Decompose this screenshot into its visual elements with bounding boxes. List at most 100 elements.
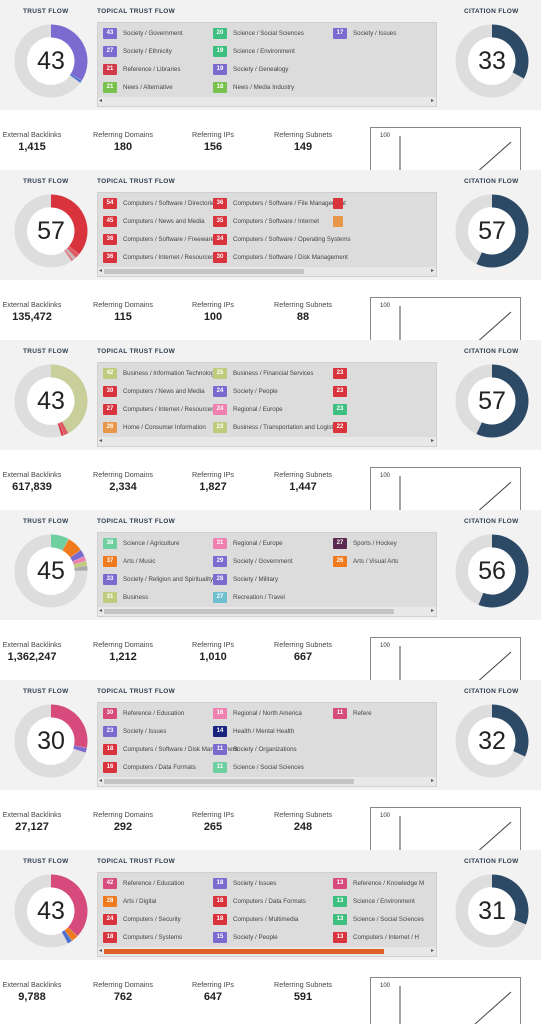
history-chart[interactable]: 100	[370, 297, 521, 347]
topic-item[interactable]: 18 Computers / Data Formats	[213, 896, 306, 907]
topic-item[interactable]: 37 Arts / Music	[103, 556, 155, 567]
topic-item[interactable]: 36 Computers / Internet / Resources	[103, 252, 214, 263]
topic-item[interactable]: 18 Computers / Systems	[103, 932, 182, 943]
history-chart[interactable]: 100	[370, 637, 521, 687]
topic-item[interactable]: 42 Reference / Education	[103, 878, 184, 889]
topic-item[interactable]: 24 Regional / Europe	[213, 404, 283, 415]
topic-item[interactable]: 43 Society / Government	[103, 28, 183, 39]
topic-item[interactable]: 13 Computers / Internet / H	[333, 932, 419, 943]
scroll-right-icon[interactable]: ▸	[430, 778, 434, 784]
topics-scrollbar[interactable]: ◂ ▸	[98, 267, 436, 276]
topical-trust-flow-list[interactable]: 54 Computers / Software / Directories 45 Co…	[97, 192, 437, 277]
topic-item[interactable]: 34 Computers / Software / Operating Syste…	[213, 234, 351, 245]
scrollbar-thumb[interactable]	[104, 609, 394, 614]
topic-item[interactable]: 18 Society / Issues	[213, 878, 276, 889]
topic-item[interactable]: 23 Society / Issues	[103, 726, 166, 737]
scroll-left-icon[interactable]: ◂	[99, 268, 103, 274]
topic-item[interactable]: 18 Computers / Multimedia	[213, 914, 298, 925]
topic-item[interactable]: 13 Science / Environment	[333, 896, 415, 907]
scroll-right-icon[interactable]: ▸	[430, 948, 434, 954]
referring-subnets-label: Referring Subnets	[274, 470, 332, 479]
topic-item[interactable]: 27 Society / Ethnicity	[103, 46, 172, 57]
topic-item[interactable]: 25 Business / Financial Services	[213, 368, 313, 379]
scroll-right-icon[interactable]: ▸	[430, 438, 434, 444]
history-chart[interactable]: 100	[370, 467, 521, 517]
topics-scrollbar[interactable]: ◂ ▸	[98, 97, 436, 106]
topic-item[interactable]: 22	[333, 422, 353, 433]
topic-item[interactable]: 16 Computers / Data Formats	[103, 762, 196, 773]
topic-item[interactable]: 13 Science / Social Sciences	[333, 914, 424, 925]
topic-item[interactable]: 31 Regional / Europe	[213, 538, 283, 549]
topic-item[interactable]: 28 Society / Military	[213, 574, 278, 585]
topic-item[interactable]: 36 Computers / Software / File Management	[213, 198, 346, 209]
referring-subnets-stat: Referring Subnets 1,447	[268, 470, 338, 493]
topics-scrollbar[interactable]: ◂ ▸	[98, 947, 436, 956]
topic-item[interactable]: 24 Computers / Security	[103, 914, 181, 925]
topic-item[interactable]: 17 Society / Issues	[333, 28, 396, 39]
topic-item[interactable]: 27 Recreation / Travel	[213, 592, 285, 603]
history-chart[interactable]: 100	[370, 807, 521, 857]
topic-item[interactable]: 29 Society / Government	[213, 556, 293, 567]
topical-trust-flow-list[interactable]: 43 Society / Government 27 Society / Ethnic…	[97, 22, 437, 107]
topic-item[interactable]: 23	[333, 386, 353, 397]
topics-scrollbar[interactable]: ◂ ▸	[98, 777, 436, 786]
topic-item[interactable]: 30 Computers / News and Media	[103, 386, 205, 397]
scrollbar-thumb[interactable]	[104, 779, 354, 784]
topical-trust-flow-list[interactable]: 38 Science / Agriculture 37 Arts / Music 33 S…	[97, 532, 437, 617]
topic-item[interactable]: 21 News / Alternative	[103, 82, 173, 93]
topic-item[interactable]: 27 Computers / Internet / Resources	[103, 404, 214, 415]
trust-flow-heading: TRUST FLOW	[23, 858, 69, 865]
topic-item[interactable]: 11 Refere	[333, 708, 372, 719]
topic-item[interactable]: 19 Science / Environment	[213, 46, 295, 57]
topic-item[interactable]: 18 News / Media Industry	[213, 82, 294, 93]
topic-item[interactable]: 45 Computers / News and Media	[103, 216, 205, 227]
topics-scrollbar[interactable]: ◂ ▸	[98, 437, 436, 446]
topic-label: Computers / Multimedia	[233, 916, 299, 923]
topic-item[interactable]: 18 Computers / Software / Disk Management	[103, 744, 238, 755]
topic-item[interactable]: 19 Society / Genealogy	[213, 64, 288, 75]
scroll-left-icon[interactable]: ◂	[99, 438, 103, 444]
scroll-right-icon[interactable]: ▸	[430, 98, 434, 104]
topic-item[interactable]: 15 Society / People	[213, 932, 278, 943]
topical-trust-flow-list[interactable]: 42 Reference / Education 28 Arts / Digital 2…	[97, 872, 437, 957]
topic-item[interactable]: 42 Business / Information Technology	[103, 368, 217, 379]
topics-scrollbar[interactable]: ◂ ▸	[98, 607, 436, 616]
topic-item[interactable]: 26 Home / Consumer Information	[103, 422, 206, 433]
topic-item[interactable]: 23	[333, 368, 353, 379]
topic-item[interactable]	[333, 216, 349, 227]
topic-item[interactable]: 23 Business / Transportation and Logistic…	[213, 422, 341, 433]
topic-item[interactable]: 20 Science / Social Sciences	[213, 28, 304, 39]
topic-item[interactable]: 26 Arts / Visual Arts	[333, 556, 398, 567]
topic-item[interactable]: 33 Society / Religion and Spirituality	[103, 574, 213, 585]
topic-item[interactable]: 14 Health / Mental Health	[213, 726, 294, 737]
topic-item[interactable]: 35 Computers / Software / Internet	[213, 216, 319, 227]
topical-trust-flow-list[interactable]: 42 Business / Information Technology 30 Com…	[97, 362, 437, 447]
topic-item[interactable]: 21 Reference / Libraries	[103, 64, 180, 75]
topic-item[interactable]: 30 Computers / Software / Disk Management	[213, 252, 348, 263]
topic-item[interactable]: 13 Reference / Knowledge M	[333, 878, 424, 889]
topic-item[interactable]: 23	[333, 404, 353, 415]
scroll-right-icon[interactable]: ▸	[430, 268, 434, 274]
topic-item[interactable]: 16 Regional / North America	[213, 708, 302, 719]
topic-item[interactable]: 11 Society / Organizations	[213, 744, 297, 755]
topic-item[interactable]: 30 Reference / Education	[103, 708, 184, 719]
topic-item[interactable]: 11 Science / Social Sciences	[213, 762, 304, 773]
scroll-left-icon[interactable]: ◂	[99, 778, 103, 784]
scroll-left-icon[interactable]: ◂	[99, 948, 103, 954]
topic-item[interactable]: 54 Computers / Software / Directories	[103, 198, 218, 209]
scroll-left-icon[interactable]: ◂	[99, 98, 103, 104]
topic-item[interactable]: 31 Business	[103, 592, 148, 603]
history-chart[interactable]: 100	[370, 977, 521, 1024]
topical-trust-flow-list[interactable]: 30 Reference / Education 23 Society / Issue…	[97, 702, 437, 787]
history-chart[interactable]: 100	[370, 127, 521, 177]
scrollbar-thumb[interactable]	[104, 269, 304, 274]
topic-item[interactable]: 38 Science / Agriculture	[103, 538, 179, 549]
topic-item[interactable]: 27 Sports / Hockey	[333, 538, 397, 549]
topic-item[interactable]: 28 Arts / Digital	[103, 896, 156, 907]
topic-item[interactable]	[333, 198, 349, 209]
scrollbar-thumb[interactable]	[104, 949, 384, 954]
topic-item[interactable]: 24 Society / People	[213, 386, 278, 397]
scroll-left-icon[interactable]: ◂	[99, 608, 103, 614]
scroll-right-icon[interactable]: ▸	[430, 608, 434, 614]
topic-item[interactable]: 36 Computers / Software / Freeware	[103, 234, 214, 245]
